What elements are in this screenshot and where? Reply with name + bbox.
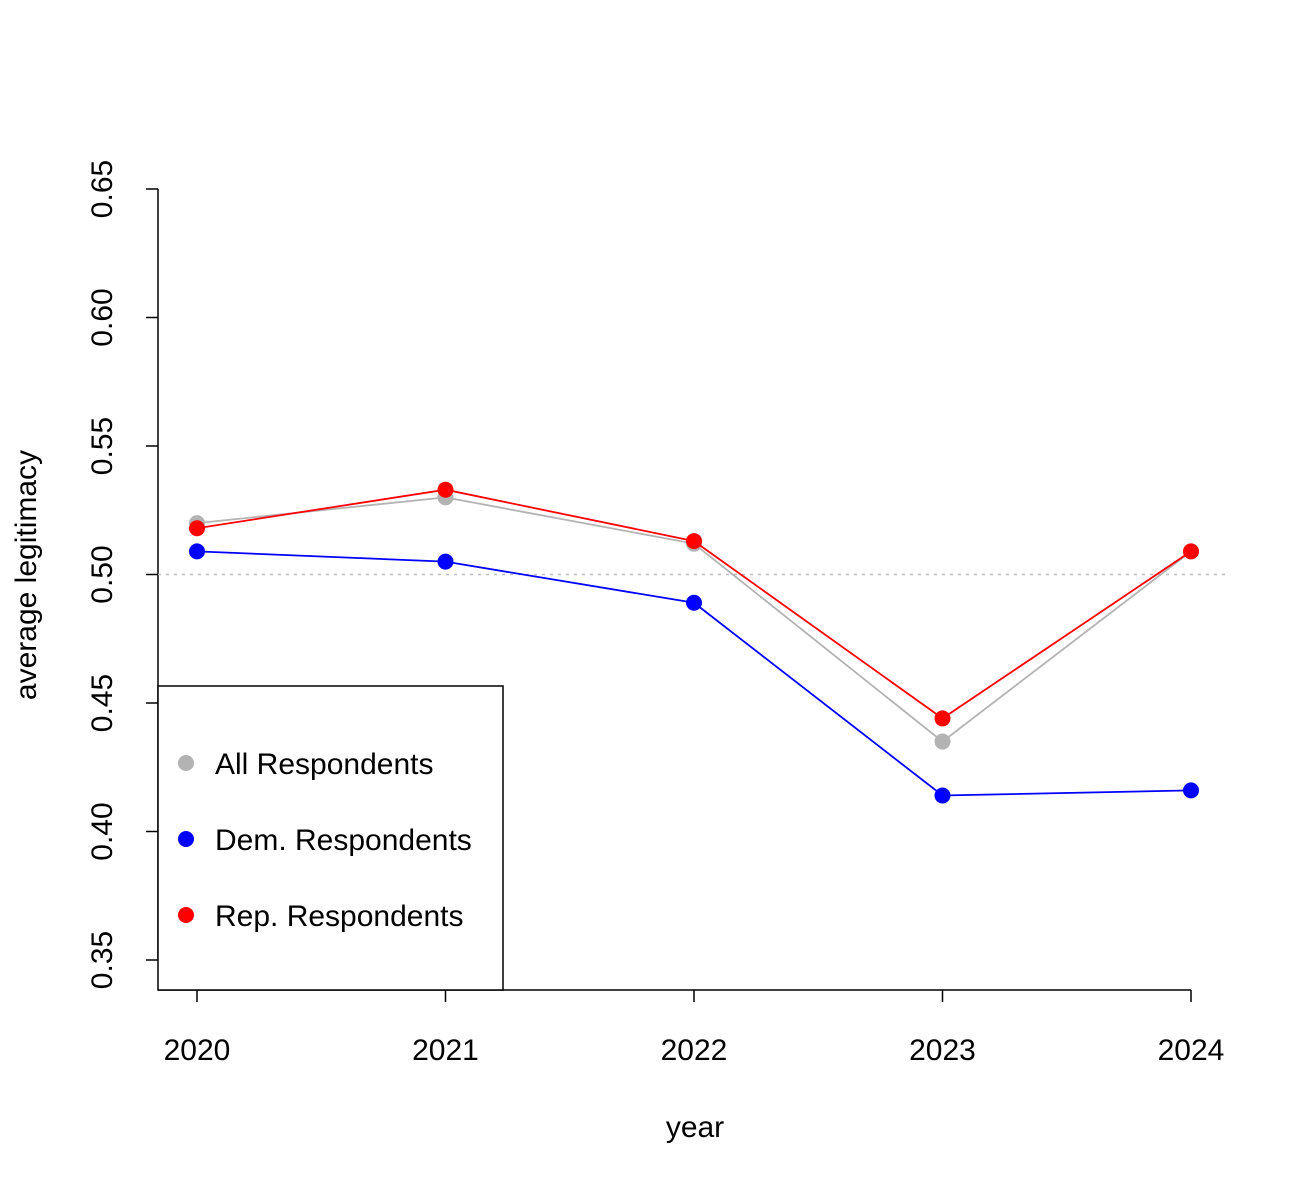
y-tick-label: 0.65	[86, 160, 119, 218]
legend-label: Dem. Respondents	[215, 824, 472, 857]
y-tick-label: 0.55	[86, 417, 119, 475]
data-point-rep-respondents	[934, 710, 951, 727]
legend-marker	[178, 755, 194, 771]
data-point-dem-respondents	[437, 553, 454, 570]
x-axis-label: year	[666, 1111, 724, 1144]
legend-box	[157, 685, 504, 991]
y-axis-label: average legitimacy	[10, 450, 43, 700]
legend-marker	[178, 831, 194, 847]
legend-label: Rep. Respondents	[215, 900, 464, 933]
data-point-all-respondents	[934, 733, 951, 750]
data-point-dem-respondents	[934, 787, 951, 804]
axes: 0.35 0.40 0.45 0.50 0.55 0.60 0.65 2020 2021 2022…	[86, 160, 1224, 1067]
y-tick-label: 0.35	[86, 931, 119, 989]
y-tick-label: 0.60	[86, 288, 119, 346]
legend: All Respondents Dem. Respondents Rep. Resp…	[157, 685, 504, 991]
x-tick-label: 2020	[164, 1034, 231, 1067]
data-point-dem-respondents	[1183, 782, 1199, 799]
data-point-dem-respondents	[189, 543, 205, 560]
x-tick-label: 2024	[1158, 1034, 1225, 1067]
data-point-rep-respondents	[686, 533, 702, 550]
y-tick-label: 0.45	[86, 674, 119, 732]
y-tick-label: 0.50	[86, 545, 119, 603]
data-point-rep-respondents	[189, 520, 205, 537]
y-tick-label: 0.40	[86, 802, 119, 860]
legend-label: All Respondents	[215, 748, 433, 781]
series-group	[189, 481, 1199, 804]
x-tick-label: 2022	[661, 1034, 728, 1067]
x-tick-label: 2021	[412, 1034, 479, 1067]
legend-marker	[178, 907, 194, 923]
data-point-rep-respondents	[437, 481, 454, 498]
data-point-rep-respondents	[1183, 543, 1199, 560]
x-tick-label: 2023	[909, 1034, 976, 1067]
data-point-dem-respondents	[686, 594, 702, 611]
